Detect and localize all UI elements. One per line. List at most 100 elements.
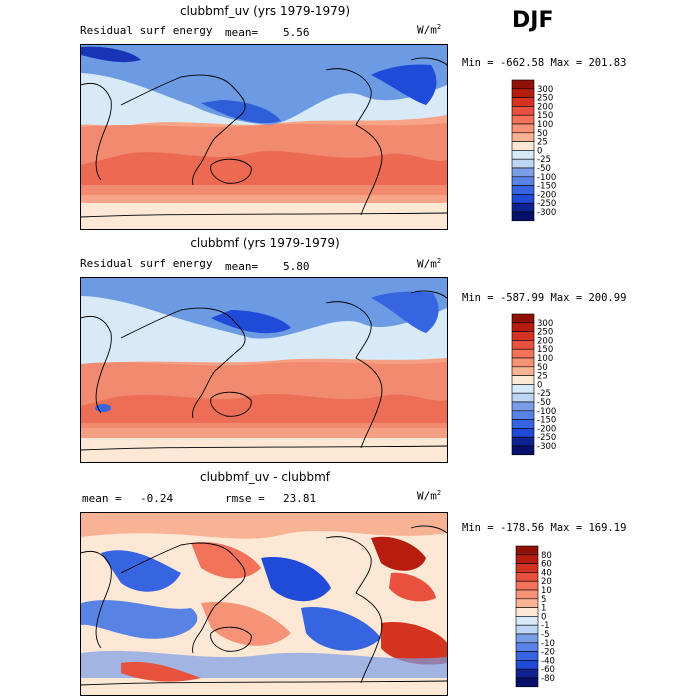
colorbar-tick-label: 100 bbox=[537, 354, 553, 364]
colorbar-swatch bbox=[511, 357, 535, 368]
colorbar-tick-label: -25 bbox=[537, 389, 551, 399]
colorbar-tick-label: 150 bbox=[537, 345, 553, 355]
panel3-field-blob-c bbox=[261, 557, 331, 602]
colorbar-swatch bbox=[515, 580, 539, 591]
colorbar-tick-label: 250 bbox=[537, 328, 553, 338]
panel2-coast-greenland bbox=[410, 290, 447, 299]
colorbar-tick-label: 25 bbox=[537, 372, 548, 382]
panel3-left-label: mean = bbox=[82, 492, 122, 505]
panel3-map-svg bbox=[81, 513, 447, 695]
colorbar-swatch bbox=[511, 392, 535, 403]
colorbar-swatch bbox=[515, 607, 539, 617]
colorbar-tick-label: 50 bbox=[537, 129, 548, 139]
colorbar-tick-label: 1 bbox=[541, 604, 546, 614]
panel2-coast-antarctica bbox=[81, 445, 447, 451]
panel3-units-sup: 2 bbox=[436, 489, 442, 497]
colorbar-swatch bbox=[515, 598, 539, 608]
panel3-coast-asia bbox=[120, 542, 246, 654]
panel2-colorbar: 30025020015010050250-25-50-100-150-200-2… bbox=[511, 313, 556, 456]
colorbar-swatch bbox=[515, 624, 539, 635]
panel2-coast-asia bbox=[120, 307, 246, 419]
panel1-max-value: 201.83 bbox=[588, 57, 627, 69]
colorbar-tick-label: 300 bbox=[537, 85, 553, 95]
colorbar-swatch bbox=[511, 167, 535, 178]
panel3-stat-label: rmse = bbox=[225, 492, 265, 505]
colorbar-tick-label: 100 bbox=[537, 120, 553, 130]
colorbar-tick-label: 200 bbox=[537, 102, 553, 112]
panel1-stat-value: 5.56 bbox=[283, 26, 310, 39]
colorbar-swatch bbox=[511, 79, 535, 90]
colorbar-swatch bbox=[515, 589, 539, 600]
colorbar-tick-label: 5 bbox=[541, 595, 546, 605]
panel3-field-north-warm bbox=[81, 513, 447, 539]
panel3-stat-value: 23.81 bbox=[283, 492, 317, 505]
panel2-stat-value: 5.80 bbox=[283, 260, 310, 273]
colorbar-swatch bbox=[515, 677, 539, 688]
colorbar-tick-label: 80 bbox=[541, 551, 552, 561]
panel3-min-label: Min = bbox=[462, 522, 500, 534]
panel3-field-anomalies bbox=[81, 513, 447, 682]
colorbar-swatch bbox=[511, 88, 535, 98]
colorbar-swatch bbox=[511, 106, 535, 116]
colorbar-swatch bbox=[515, 616, 539, 626]
colorbar-tick-label: 20 bbox=[541, 577, 552, 587]
panel1-coast-australia bbox=[210, 158, 252, 184]
colorbar-tick-label: 40 bbox=[541, 568, 552, 578]
panel3-field-blob-e bbox=[389, 572, 436, 602]
colorbar-tick-label: 0 bbox=[541, 612, 546, 622]
panel2-units-base: W/m bbox=[417, 257, 437, 271]
colorbar-tick-label: 150 bbox=[537, 111, 553, 121]
colorbar-swatch bbox=[515, 668, 539, 679]
colorbar-tick-label: -10 bbox=[541, 639, 555, 649]
colorbar-swatch bbox=[511, 348, 535, 359]
panel1-colorbar: 30025020015010050250-25-50-100-150-200-2… bbox=[511, 79, 556, 222]
panel3-title: clubbmf_uv - clubbmf bbox=[199, 470, 331, 484]
colorbar-tick-label: -25 bbox=[537, 155, 551, 165]
panel3-field-blob-h bbox=[301, 607, 381, 651]
season-label: DJF bbox=[512, 8, 554, 33]
panel3-field-blob-i bbox=[381, 622, 447, 665]
panel3-field-blob-d bbox=[371, 536, 426, 571]
colorbar-tick-label: 25 bbox=[537, 138, 548, 148]
colorbar-tick-label: -50 bbox=[537, 164, 551, 174]
panel1-map bbox=[80, 44, 448, 230]
colorbar-tick-label: -150 bbox=[537, 182, 556, 192]
panel1-units-base: W/m bbox=[417, 23, 437, 37]
panel1-units: W/m2 bbox=[417, 23, 441, 37]
colorbar-tick-label: -300 bbox=[537, 442, 556, 452]
colorbar-swatch bbox=[515, 545, 539, 556]
panel1-title: clubbmf_uv (yrs 1979-1979) bbox=[179, 4, 351, 18]
panel1-max-label: Max = bbox=[550, 57, 589, 69]
panel3-field-blob-f bbox=[81, 600, 198, 639]
panel2-map bbox=[80, 277, 448, 463]
panel1-field-pacific-deep bbox=[201, 100, 281, 124]
colorbar-swatch bbox=[511, 313, 535, 324]
panel2-left-label: Residual surf energy bbox=[80, 257, 213, 270]
colorbar-tick-label: -40 bbox=[541, 656, 555, 666]
panel1-left-label: Residual surf energy bbox=[80, 24, 213, 37]
panel3-coast-greenland bbox=[410, 525, 447, 534]
panel3-coast-americas bbox=[325, 536, 383, 684]
panel3-max-label: Max = bbox=[550, 522, 589, 534]
panel1-min-label: Min = bbox=[462, 57, 500, 69]
colorbar-swatch bbox=[511, 97, 535, 107]
colorbar-tick-label: -200 bbox=[537, 190, 556, 200]
panel2-map-svg bbox=[81, 278, 447, 462]
panel2-title: clubbmf (yrs 1979-1979) bbox=[190, 236, 340, 250]
panel3-max-value: 169.19 bbox=[588, 522, 627, 534]
panel2-field-south-warm bbox=[81, 393, 447, 423]
colorbar-swatch bbox=[511, 123, 535, 134]
colorbar-swatch bbox=[511, 340, 535, 350]
panel3-coast-australia bbox=[210, 626, 252, 652]
colorbar-swatch bbox=[511, 331, 535, 341]
colorbar-swatch bbox=[511, 428, 535, 438]
panel1-coast-asia bbox=[120, 74, 246, 186]
colorbar-swatch bbox=[511, 322, 535, 332]
panel3-field-blob-b bbox=[191, 542, 261, 579]
panel1-field-atlantic-deep bbox=[371, 64, 437, 105]
colorbar-tick-label: 200 bbox=[537, 336, 553, 346]
colorbar-tick-label: -50 bbox=[537, 398, 551, 408]
panel1-coast-africa bbox=[81, 82, 112, 181]
panel3-left-value: -0.24 bbox=[140, 492, 174, 505]
panel3-units-base: W/m bbox=[417, 489, 437, 503]
